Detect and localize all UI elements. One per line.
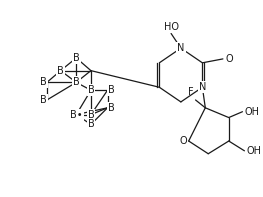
Text: B: B [88, 110, 94, 120]
Text: OH: OH [244, 107, 259, 117]
Text: N: N [177, 43, 185, 53]
Text: B: B [108, 103, 114, 113]
Text: HO: HO [164, 21, 179, 32]
Text: O: O [226, 54, 234, 64]
Text: F: F [188, 87, 194, 97]
Text: O: O [179, 136, 187, 146]
Text: B: B [73, 53, 80, 63]
Text: B: B [88, 85, 94, 95]
Text: B: B [40, 95, 47, 105]
Text: B•: B• [70, 110, 83, 120]
Text: B: B [73, 77, 80, 87]
Text: B: B [40, 77, 47, 87]
Text: N: N [199, 82, 206, 92]
Text: OH: OH [246, 146, 261, 156]
Text: B: B [57, 66, 64, 76]
Text: B: B [108, 85, 114, 95]
Text: B: B [88, 119, 94, 129]
